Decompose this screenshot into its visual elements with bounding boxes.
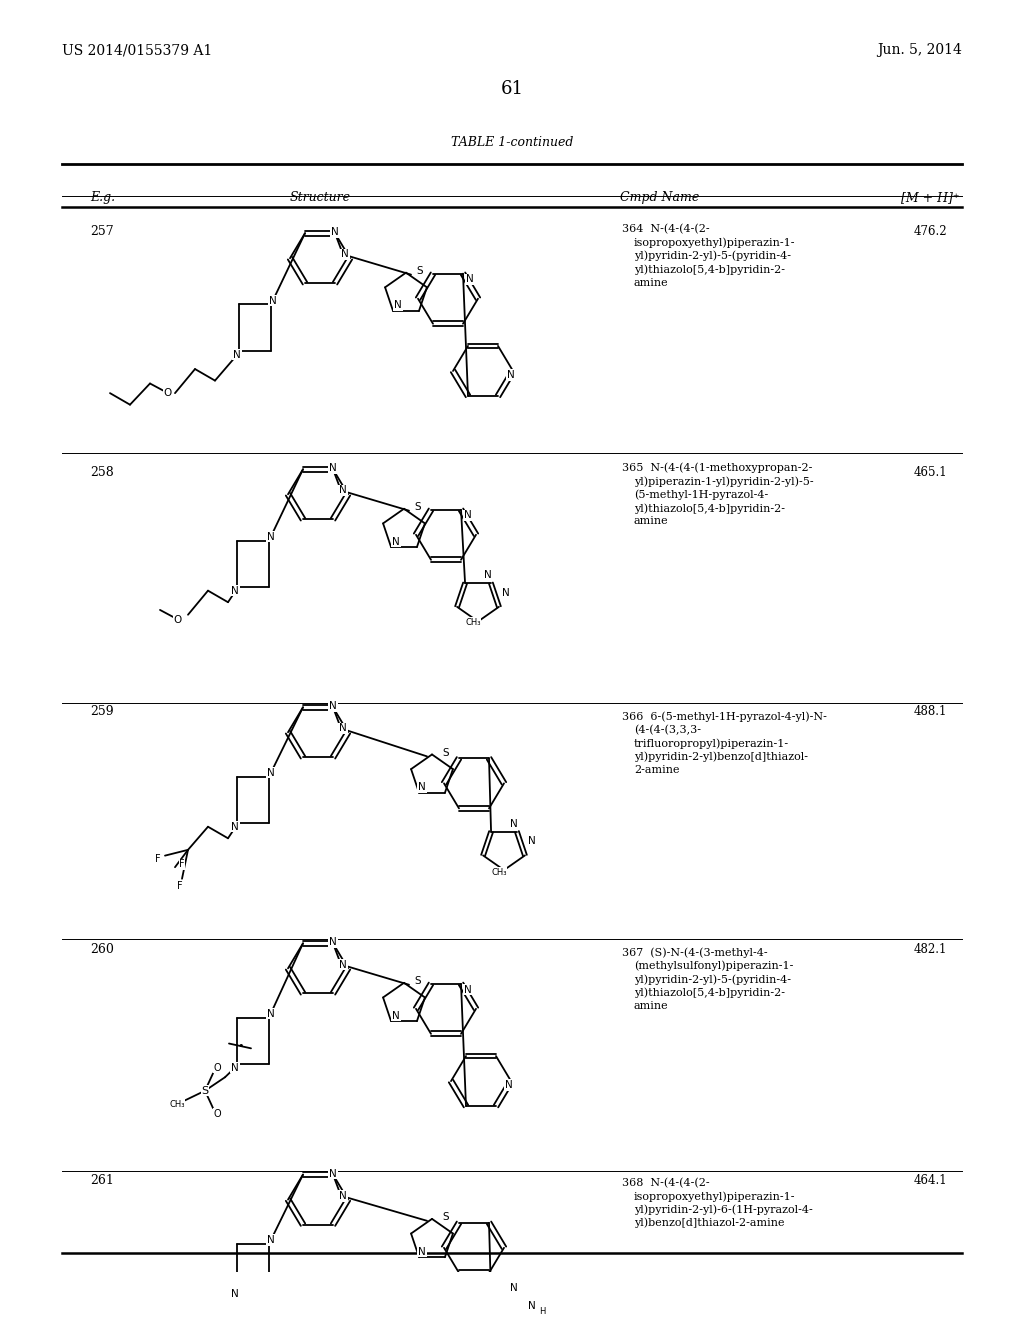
Text: (5-methyl-1H-pyrazol-4-: (5-methyl-1H-pyrazol-4-: [634, 490, 768, 500]
Text: N: N: [339, 960, 347, 969]
Text: (4-(4-(3,3,3-: (4-(4-(3,3,3-: [634, 725, 701, 735]
Text: yl)pyridin-2-yl)benzo[d]thiazol-: yl)pyridin-2-yl)benzo[d]thiazol-: [634, 751, 808, 762]
Text: N: N: [394, 301, 401, 310]
Text: 2-amine: 2-amine: [634, 766, 680, 775]
Text: 364  N-(4-(4-(2-: 364 N-(4-(4-(2-: [622, 223, 710, 234]
Text: N: N: [505, 1080, 513, 1090]
Text: S: S: [415, 502, 421, 512]
Text: N: N: [233, 350, 241, 359]
Text: 61: 61: [501, 79, 523, 98]
Text: N: N: [502, 587, 510, 598]
Text: N: N: [464, 511, 472, 520]
Text: N: N: [269, 296, 276, 306]
Text: CH₃: CH₃: [169, 1100, 184, 1109]
Text: N: N: [339, 1191, 347, 1201]
Text: O: O: [174, 615, 182, 624]
Text: 366  6-(5-methyl-1H-pyrazol-4-yl)-N-: 366 6-(5-methyl-1H-pyrazol-4-yl)-N-: [622, 711, 826, 722]
Text: N: N: [267, 532, 274, 541]
Text: •: •: [238, 1041, 245, 1052]
Text: F: F: [177, 882, 183, 891]
Text: yl)piperazin-1-yl)pyridin-2-yl)-5-: yl)piperazin-1-yl)pyridin-2-yl)-5-: [634, 477, 814, 487]
Text: isopropoxyethyl)piperazin-1-: isopropoxyethyl)piperazin-1-: [634, 238, 796, 248]
Text: 260: 260: [90, 942, 114, 956]
Text: H: H: [539, 1307, 545, 1316]
Text: O: O: [213, 1109, 221, 1119]
Text: N: N: [339, 723, 347, 734]
Text: N: N: [392, 536, 400, 546]
Text: 488.1: 488.1: [913, 705, 946, 718]
Text: yl)thiazolo[5,4-b]pyridin-2-: yl)thiazolo[5,4-b]pyridin-2-: [634, 987, 785, 998]
Text: F: F: [179, 859, 184, 870]
Text: N: N: [392, 1011, 400, 1020]
Text: isopropoxyethyl)piperazin-1-: isopropoxyethyl)piperazin-1-: [634, 1191, 796, 1201]
Text: N: N: [339, 486, 347, 495]
Text: N: N: [331, 227, 339, 238]
Text: Jun. 5, 2014: Jun. 5, 2014: [878, 44, 962, 57]
Text: N: N: [418, 783, 426, 792]
Text: CH₃: CH₃: [465, 618, 480, 627]
Text: S: S: [417, 265, 423, 276]
Text: N: N: [231, 822, 239, 832]
Text: 257: 257: [90, 224, 114, 238]
Text: amine: amine: [634, 516, 669, 527]
Text: N: N: [231, 586, 239, 595]
Text: yl)thiazolo[5,4-b]pyridin-2-: yl)thiazolo[5,4-b]pyridin-2-: [634, 503, 785, 513]
Text: yl)pyridin-2-yl)-5-(pyridin-4-: yl)pyridin-2-yl)-5-(pyridin-4-: [634, 251, 791, 261]
Text: yl)pyridin-2-yl)-6-(1H-pyrazol-4-: yl)pyridin-2-yl)-6-(1H-pyrazol-4-: [634, 1204, 813, 1214]
Text: 259: 259: [90, 705, 114, 718]
Text: 482.1: 482.1: [913, 942, 946, 956]
Text: Structure: Structure: [290, 191, 350, 205]
Text: N: N: [231, 1290, 239, 1299]
Text: N: N: [267, 768, 274, 777]
Text: amine: amine: [634, 277, 669, 288]
Text: N: N: [231, 1063, 239, 1073]
Text: N: N: [329, 937, 337, 948]
Text: Cmpd Name: Cmpd Name: [620, 191, 699, 205]
Text: 464.1: 464.1: [913, 1173, 947, 1187]
Text: trifluoropropyl)piperazin-1-: trifluoropropyl)piperazin-1-: [634, 738, 790, 748]
Text: 367  (S)-N-(4-(3-methyl-4-: 367 (S)-N-(4-(3-methyl-4-: [622, 948, 768, 958]
Text: N: N: [341, 249, 349, 260]
Text: yl)thiazolo[5,4-b]pyridin-2-: yl)thiazolo[5,4-b]pyridin-2-: [634, 264, 785, 275]
Text: N: N: [267, 1008, 274, 1019]
Text: E.g.: E.g.: [90, 191, 115, 205]
Text: US 2014/0155379 A1: US 2014/0155379 A1: [62, 44, 212, 57]
Text: N: N: [329, 1168, 337, 1179]
Text: O: O: [164, 388, 172, 399]
Text: N: N: [507, 370, 515, 380]
Text: TABLE 1-continued: TABLE 1-continued: [451, 136, 573, 149]
Text: S: S: [415, 975, 421, 986]
Text: 261: 261: [90, 1173, 114, 1187]
Text: N: N: [464, 985, 472, 994]
Text: N: N: [484, 570, 492, 581]
Text: 476.2: 476.2: [913, 224, 947, 238]
Text: N: N: [329, 701, 337, 711]
Text: N: N: [528, 836, 536, 846]
Text: yl)benzo[d]thiazol-2-amine: yl)benzo[d]thiazol-2-amine: [634, 1218, 784, 1229]
Text: N: N: [466, 275, 474, 284]
Text: N: N: [329, 463, 337, 474]
Text: 258: 258: [90, 466, 114, 479]
Text: N: N: [418, 1246, 426, 1257]
Text: S: S: [442, 1212, 450, 1222]
Text: 365  N-(4-(4-(1-methoxypropan-2-: 365 N-(4-(4-(1-methoxypropan-2-: [622, 462, 812, 473]
Text: (methylsulfonyl)piperazin-1-: (methylsulfonyl)piperazin-1-: [634, 961, 794, 972]
Text: N: N: [267, 1236, 274, 1245]
Text: 465.1: 465.1: [913, 466, 947, 479]
Text: N: N: [510, 818, 518, 829]
Text: O: O: [213, 1063, 221, 1073]
Text: CH₃: CH₃: [492, 867, 507, 876]
Text: N: N: [510, 1283, 518, 1294]
Text: yl)pyridin-2-yl)-5-(pyridin-4-: yl)pyridin-2-yl)-5-(pyridin-4-: [634, 974, 791, 985]
Text: S: S: [202, 1086, 209, 1096]
Text: F: F: [156, 854, 161, 865]
Text: amine: amine: [634, 1001, 669, 1011]
Text: N: N: [528, 1300, 536, 1311]
Text: S: S: [442, 747, 450, 758]
Text: 368  N-(4-(4-(2-: 368 N-(4-(4-(2-: [622, 1177, 710, 1188]
Text: [M + H]⁺: [M + H]⁺: [901, 191, 959, 205]
